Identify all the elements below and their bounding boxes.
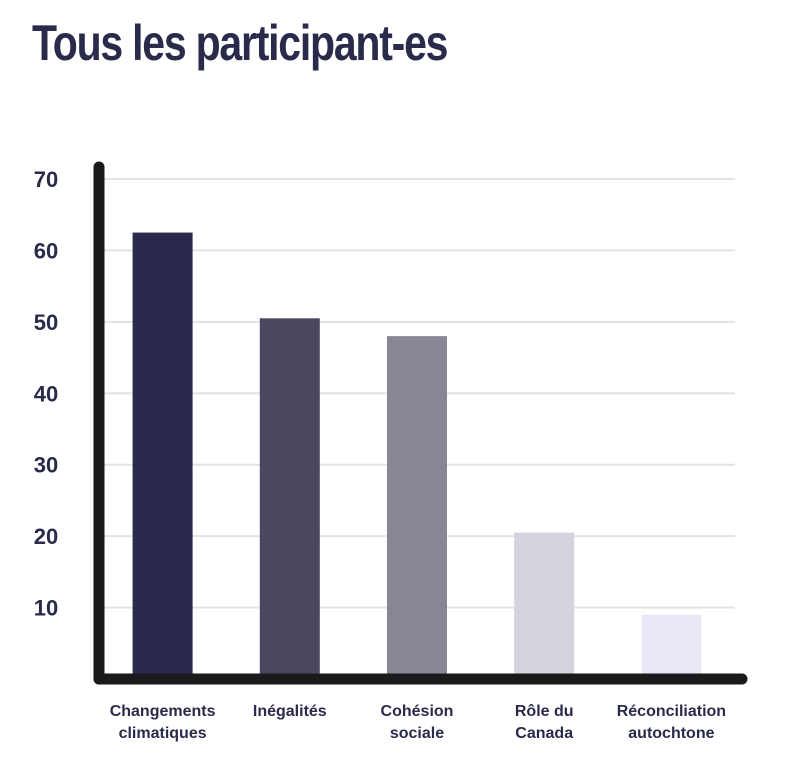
y-tick-label: 30 [34,453,58,478]
y-tick-label: 50 [34,310,58,335]
bar [132,232,193,680]
x-tick-label: Réconciliation autochtone [617,703,726,742]
bar [259,318,320,679]
x-tick-label: Inégalités [253,703,327,720]
bar [514,532,575,679]
y-tick-label: 10 [34,596,58,621]
x-tick-label: Rôle du Canada [515,703,574,742]
x-tick-label: Changements climatiques [110,703,216,742]
y-tick-label: 20 [34,524,58,549]
bar [387,336,447,679]
bar [641,614,702,679]
y-tick-label: 60 [34,238,58,263]
x-tick-label: Cohésion sociale [381,703,454,742]
y-tick-label: 40 [34,381,58,406]
y-tick-label: 70 [34,167,58,192]
chart-title: Tous les participant-es [32,15,448,71]
